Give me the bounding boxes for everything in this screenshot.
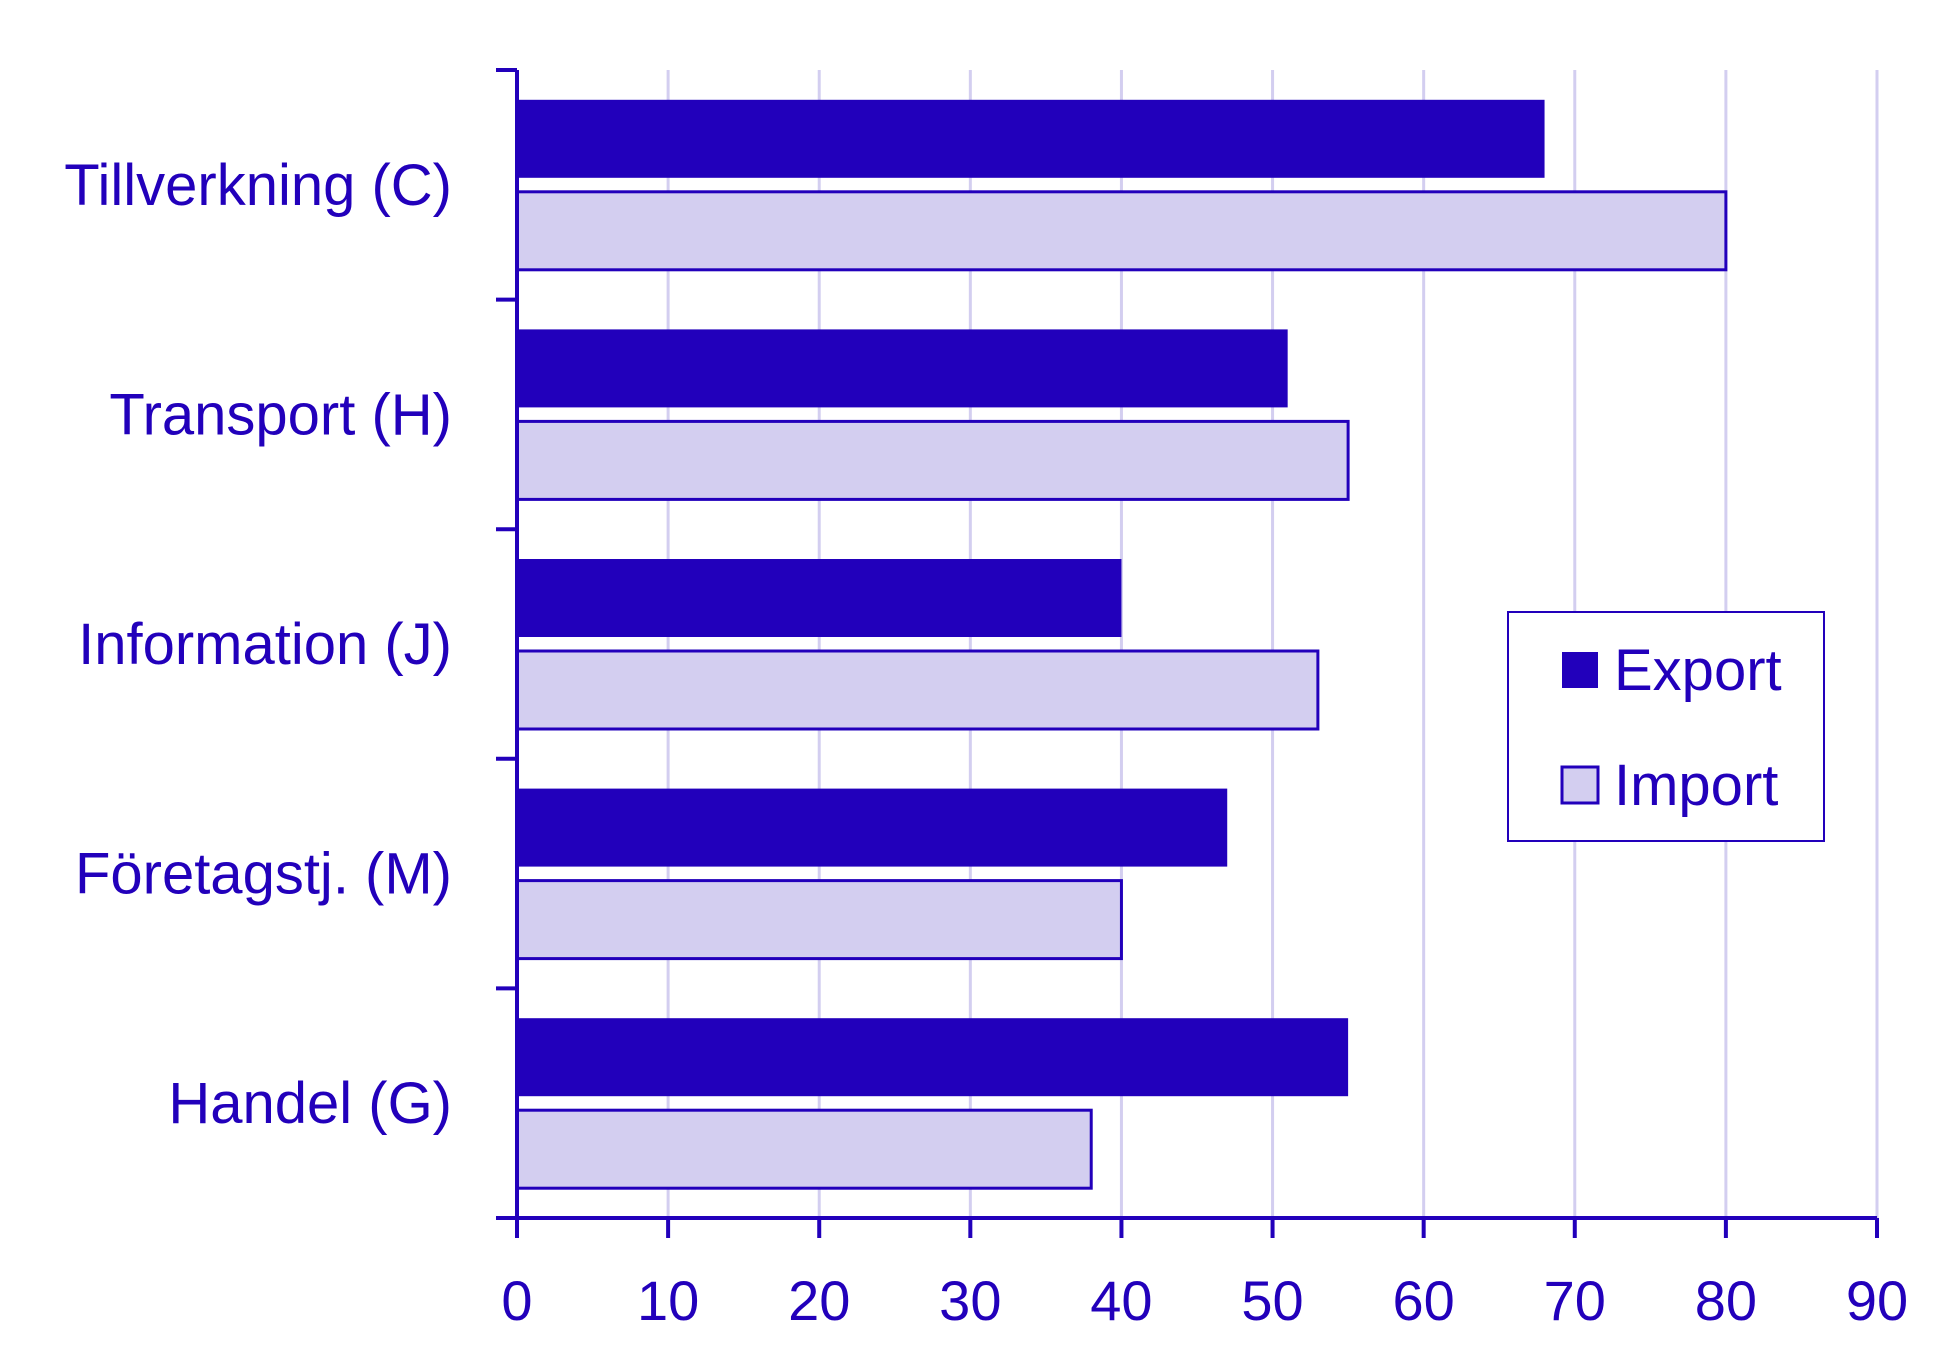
bar-import [515,419,1350,501]
x-tick-label: 10 [637,1269,699,1332]
x-tick-label: 90 [1846,1269,1908,1332]
bar-export [517,788,1228,867]
category-label: Handel (G) [168,1071,452,1136]
category-label: Tillverkning (C) [64,153,452,218]
category-labels: Tillverkning (C) Transport (H) Information… [64,153,452,1136]
bar-export [517,1018,1349,1097]
legend: Export Import [1507,611,1825,842]
x-tick-label: 30 [939,1269,1001,1332]
x-tick-label: 40 [1090,1269,1152,1332]
legend-label-import: Import [1614,753,1778,818]
x-tick-label: 80 [1695,1269,1757,1332]
bar-import [515,649,1320,731]
x-tick-label: 50 [1241,1269,1303,1332]
category-label: Information (J) [78,612,452,677]
bar-export [517,99,1545,178]
bar-import [515,1108,1093,1190]
bar-export [517,559,1122,637]
bars [515,99,1728,1190]
axes [496,68,1879,1238]
bar-import [515,879,1123,961]
x-tick-label: 60 [1393,1269,1455,1332]
legend-swatch-export [1562,652,1598,688]
category-label: Transport (H) [109,382,452,447]
bar-import [515,190,1728,272]
x-tick-label: 20 [788,1269,850,1332]
x-tick-labels: 0 10 20 30 40 50 60 70 80 90 [501,1269,1908,1332]
x-tick-label: 0 [501,1269,532,1332]
x-tick-label: 70 [1544,1269,1606,1332]
category-label: Företagstj. (M) [75,842,452,907]
legend-label-export: Export [1614,638,1782,703]
bar-export [517,329,1288,408]
legend-swatch-import [1560,765,1600,805]
